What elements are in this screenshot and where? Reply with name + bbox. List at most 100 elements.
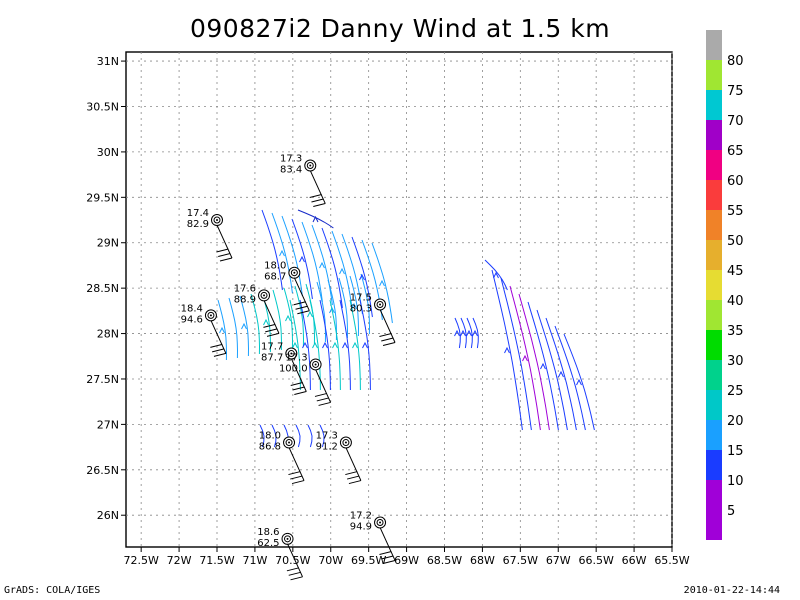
streamline: [338, 277, 349, 339]
streamline: [289, 299, 301, 391]
wind-barb-shaft: [263, 300, 280, 334]
lat-tick-label: 29.5N: [86, 191, 119, 204]
wind-barb-flag: [290, 576, 303, 581]
station-temp-label: 17.7: [261, 342, 283, 353]
streamline: [484, 259, 508, 291]
streamline-arrow: [279, 249, 285, 257]
wind-barb-flag: [346, 475, 360, 480]
station-marker-dot: [286, 537, 289, 540]
streamline: [518, 293, 550, 431]
lon-tick-label: 69.5W: [351, 554, 386, 567]
station-temp-label: 17.4: [187, 208, 209, 219]
wind-barb-shaft: [290, 358, 307, 392]
streamline-arrow: [307, 310, 313, 318]
colorbar-label: 5: [727, 504, 735, 519]
wind-barb-flag: [348, 480, 362, 485]
colorbar-label: 50: [727, 234, 744, 249]
streamline-arrow: [219, 326, 225, 334]
streamline: [261, 209, 283, 291]
map-frame: [125, 51, 673, 548]
streamline-arrow: [241, 322, 247, 330]
wind-barb-flag: [210, 343, 223, 348]
streamline-arrow: [379, 279, 385, 287]
dropsonde-station: 18.494.6: [181, 303, 227, 357]
lon-tick-label: 67W: [546, 554, 571, 567]
streamline: [307, 424, 313, 448]
colorbar-label: 10: [727, 474, 744, 489]
colorbar-label: 20: [727, 414, 744, 429]
station-temp-label: 17.3: [316, 431, 338, 442]
lat-tick-label: 28.5N: [86, 282, 119, 295]
wind-barb-shaft: [379, 309, 396, 343]
lon-tick-label: 72W: [167, 554, 192, 567]
station-marker-inner: [376, 518, 384, 526]
station-marker-dot: [344, 441, 347, 444]
station-marker-inner: [342, 439, 350, 447]
wind-barb-flag: [218, 253, 231, 258]
station-marker-inner: [376, 300, 384, 308]
station-pres-label: 86.8: [259, 442, 281, 453]
colorbar-swatch: [706, 450, 722, 480]
streamline-arrow: [312, 341, 318, 349]
streamline: [319, 299, 331, 391]
colorbar-swatch: [706, 480, 722, 540]
latitude-ticks: 26N 26.5N 27N 27.5N 28N 28.5N 29N 29.5N 30N 30.5N…: [86, 55, 126, 522]
station-marker-dot: [216, 219, 218, 222]
station-marker-dot: [309, 164, 312, 167]
colorbar-swatch: [706, 360, 722, 390]
wind-barb-shaft: [315, 369, 332, 403]
wind-streamlines: [217, 209, 595, 448]
streamline-arrow: [522, 354, 528, 362]
streamline: [509, 285, 541, 431]
map-title: 090827i2 Danny Wind at 1.5 km: [189, 14, 611, 43]
footer-timestamp: 2010-01-22-14:44: [683, 585, 780, 596]
streamline: [339, 299, 351, 391]
streamline: [311, 224, 333, 306]
dropsonde-station: 17.482.9: [187, 208, 233, 262]
wind-barb-flag: [309, 194, 322, 199]
station-pres-label: 87.7: [261, 353, 283, 364]
streamline-arrow: [312, 215, 319, 223]
streamline: [271, 424, 277, 448]
wind-barb-flag: [318, 401, 331, 406]
wind-barb-shaft: [345, 447, 362, 481]
colorbar-swatch: [706, 300, 722, 330]
streamline-arrow: [263, 318, 269, 326]
streamline: [291, 218, 313, 300]
streamline-arrow: [299, 255, 305, 263]
lon-tick-label: 71.5W: [199, 554, 234, 567]
grid-lines: [126, 52, 673, 547]
streamline: [239, 295, 250, 357]
wind-barb-flag: [311, 198, 324, 203]
station-temp-label: 18.4: [181, 303, 203, 314]
wind-barb-flag: [381, 337, 394, 342]
colorbar-label: 70: [727, 114, 744, 129]
colorbar-label: 60: [727, 174, 744, 189]
dropsonde-station: 17.391.2: [316, 431, 362, 485]
station-pres-label: 83.4: [280, 165, 302, 176]
station-marker-inner: [260, 291, 268, 299]
wind-barb-shaft: [309, 170, 326, 204]
lat-tick-label: 27.5N: [86, 373, 119, 386]
streamline: [351, 236, 373, 318]
colorbar: 5 10 15 20 25 30 35 40 45 50 55 60 65 70 75 80: [706, 30, 744, 540]
station-temp-label: 18.0: [259, 431, 281, 442]
lat-tick-label: 26.5N: [86, 464, 119, 477]
wind-barb-flag: [219, 257, 233, 262]
streamline-arrow: [466, 329, 472, 337]
wind-barb-flag: [313, 203, 326, 208]
station-marker-dot: [379, 521, 382, 524]
wind-barb-flag: [290, 475, 303, 480]
streamline: [460, 317, 467, 349]
wind-barb-flag: [265, 328, 278, 333]
colorbar-swatch: [706, 30, 722, 60]
lat-tick-label: 26N: [97, 509, 119, 522]
colorbar-label: 45: [727, 264, 744, 279]
station-temp-label: 17.3: [285, 352, 307, 363]
wind-barb-flag: [266, 332, 280, 337]
streamline-arrow: [352, 341, 358, 349]
streamline-arrow: [454, 329, 460, 337]
colorbar-swatch: [706, 240, 722, 270]
lon-tick-label: 69W: [394, 554, 419, 567]
dropsonde-station: 17.580.3: [350, 292, 396, 346]
